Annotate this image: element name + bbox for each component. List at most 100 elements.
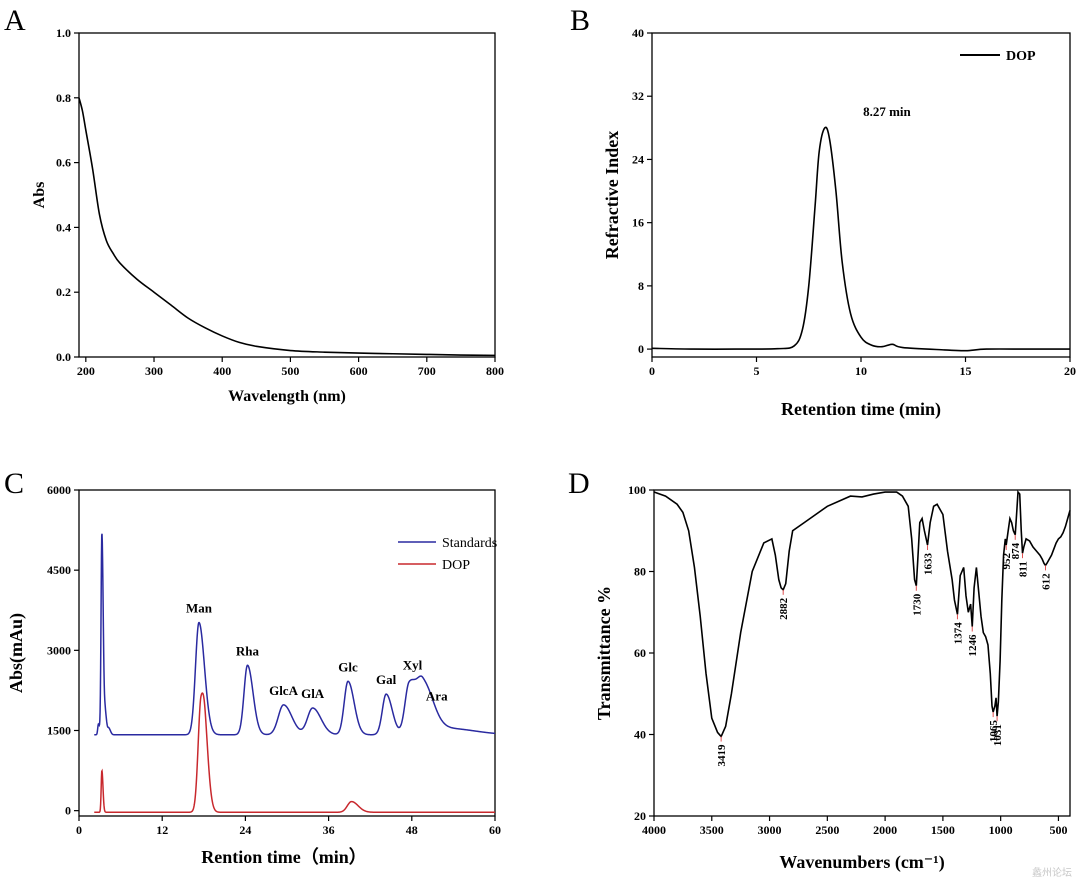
panel-c-peak-label: Rha	[236, 643, 260, 658]
panel-a-ylabel: Abs	[31, 182, 48, 209]
panel-d-line	[653, 490, 1071, 739]
panel-c: C 0 12 24 36 48 60 0 1500 3000 4500 6000 Rention t…	[4, 467, 501, 867]
panel-d-band-label: 811	[1018, 561, 1030, 577]
panel-b-ytick-label: 32	[632, 89, 644, 103]
panel-b-frame	[651, 32, 1071, 358]
panel-a-xtick-label: 800	[486, 364, 504, 378]
panel-c-ytick-label: 0	[65, 804, 71, 818]
panel-b-line	[651, 126, 1070, 352]
panel-d-axes: 4000 3500 3000 2500 2000 1500 1000 500 20 40 60 80 1…	[628, 483, 1067, 837]
panel-c-ytick-label: 4500	[47, 563, 71, 577]
panel-b-xtick-label: 15	[960, 364, 972, 378]
panel-a-ytick-label: 0.4	[56, 220, 71, 234]
panel-a-line	[78, 97, 496, 357]
panel-a-xlabel: Wavelength (nm)	[228, 388, 346, 405]
panel-c-xtick-label: 24	[239, 823, 251, 837]
panel-c-peak-label: GlA	[301, 686, 325, 701]
panel-b-legend-dop: DOP	[1006, 49, 1036, 64]
panel-c-xlabel: Rention time（min）	[201, 847, 367, 867]
panel-d-ytick-label: 60	[634, 646, 646, 660]
panel-d-xlabel: Wavenumbers (cm⁻¹)	[779, 852, 944, 873]
panel-b-peak-annotation: 8.27 min	[863, 104, 911, 119]
panel-d-band-label: 1374	[952, 622, 964, 645]
panel-d-xtick-label: 4000	[642, 823, 666, 837]
panel-d-ytick-label: 80	[634, 565, 646, 579]
panel-b-ytick-label: 16	[632, 216, 644, 230]
panel-b-ytick-label: 0	[638, 342, 644, 356]
panel-d-ytick-label: 20	[634, 809, 646, 823]
panel-b-xtick-label: 10	[855, 364, 867, 378]
panel-d-ytick-label: 100	[628, 483, 646, 497]
panel-a-xtick-label: 700	[418, 364, 436, 378]
panel-c-dop-line	[94, 692, 495, 814]
watermark: 蠡州论坛	[1032, 866, 1072, 879]
panel-b-ytick-label: 24	[632, 152, 644, 166]
panel-letter-b: B	[570, 4, 590, 37]
panel-c-xtick-label: 48	[406, 823, 418, 837]
panel-d-xtick-label: 2000	[873, 823, 897, 837]
panel-d-xtick-label: 1500	[931, 823, 955, 837]
panel-b-xtick-label: 5	[754, 364, 760, 378]
panel-b-ytick-label: 40	[632, 26, 644, 40]
panel-c-xtick-label: 36	[323, 823, 335, 837]
panel-a-ytick-label: 0.8	[56, 91, 71, 105]
panel-letter-c: C	[4, 467, 24, 500]
panel-d-xtick-label: 3500	[700, 823, 724, 837]
panel-a-xtick-label: 400	[213, 364, 231, 378]
panel-c-peak-label: Man	[186, 601, 213, 616]
panel-a-frame	[78, 32, 496, 358]
panel-d-xtick-label: 1000	[989, 823, 1013, 837]
panel-a-ytick-label: 0.0	[56, 350, 71, 364]
panel-c-axes: 0 12 24 36 48 60 0 1500 3000 4500 6000	[47, 483, 501, 837]
panel-b: B 0 5 10 15 20 0 8 16 24 32 40 Retention time (min…	[570, 4, 1076, 420]
panel-d-band-label: 3419	[716, 744, 728, 767]
panel-c-peak-label: Glc	[338, 659, 358, 674]
panel-b-xtick-label: 0	[649, 364, 655, 378]
panel-c-xtick-label: 0	[76, 823, 82, 837]
panel-a-ytick-label: 0.6	[56, 156, 71, 170]
panel-c-ytick-label: 6000	[47, 483, 71, 497]
panel-c-peak-labels: Man Rha GlcA GlA Glc Gal Xyl Ara	[186, 601, 448, 704]
panel-d-band-label: 2882	[778, 597, 790, 620]
panel-d-band-label: 1633	[923, 553, 935, 576]
panel-d-band-label: 612	[1041, 573, 1053, 590]
panel-a-axes: 200 300 400 500 600 700 800 0.0 0.2 0.4 0.6 0.8 1.0	[56, 26, 504, 378]
panel-d-xtick-label: 500	[1049, 823, 1067, 837]
panel-d: D 4000 3500 3000 2500 2000 1500 1000 500 20 40 60 8…	[568, 467, 1071, 873]
panel-d-band-label: 1730	[911, 593, 923, 616]
panel-b-ytick-label: 8	[638, 279, 644, 293]
panel-c-frame	[78, 489, 496, 817]
panel-c-ylabel: Abs(mAu)	[6, 613, 27, 693]
panel-c-legend-standards: Standards	[442, 536, 497, 551]
panel-d-xtick-label: 3000	[758, 823, 782, 837]
panel-b-ylabel: Refractive Index	[602, 131, 622, 259]
panel-d-band-label: 1246	[967, 634, 979, 657]
panel-a: A 200 300 400 500 600 700 800 0.0 0.2 0.4 0.6 0.8 1.…	[4, 4, 504, 405]
panel-b-xtick-label: 20	[1064, 364, 1076, 378]
panel-d-band-label: 1031	[992, 724, 1004, 746]
panel-c-xtick-label: 12	[156, 823, 168, 837]
panel-c-ytick-label: 1500	[47, 723, 71, 737]
panel-a-ytick-label: 1.0	[56, 26, 71, 40]
panel-d-xtick-label: 2500	[815, 823, 839, 837]
panel-a-xtick-label: 300	[145, 364, 163, 378]
panel-d-ylabel: Transmittance %	[594, 586, 614, 720]
panel-letter-d: D	[568, 467, 590, 500]
panel-d-band-label: 952	[1001, 553, 1013, 570]
panel-c-xtick-label: 60	[489, 823, 501, 837]
panel-c-peak-label: Xyl	[403, 658, 423, 673]
panel-letter-a: A	[4, 4, 26, 37]
panel-c-peak-label: GlcA	[269, 683, 298, 698]
panel-b-xlabel: Retention time (min)	[781, 399, 941, 420]
panel-a-xtick-label: 600	[350, 364, 368, 378]
panel-d-band-label: 874	[1010, 542, 1022, 559]
panel-b-axes: 0 5 10 15 20 0 8 16 24 32 40	[632, 26, 1076, 378]
panel-c-legend-dop: DOP	[442, 558, 470, 573]
panel-a-xtick-label: 500	[281, 364, 299, 378]
panel-c-standards-line	[94, 533, 496, 736]
panel-d-band-label: 1065	[988, 720, 1000, 743]
panel-d-ytick-label: 40	[634, 728, 646, 742]
panel-a-ytick-label: 0.2	[56, 285, 71, 299]
